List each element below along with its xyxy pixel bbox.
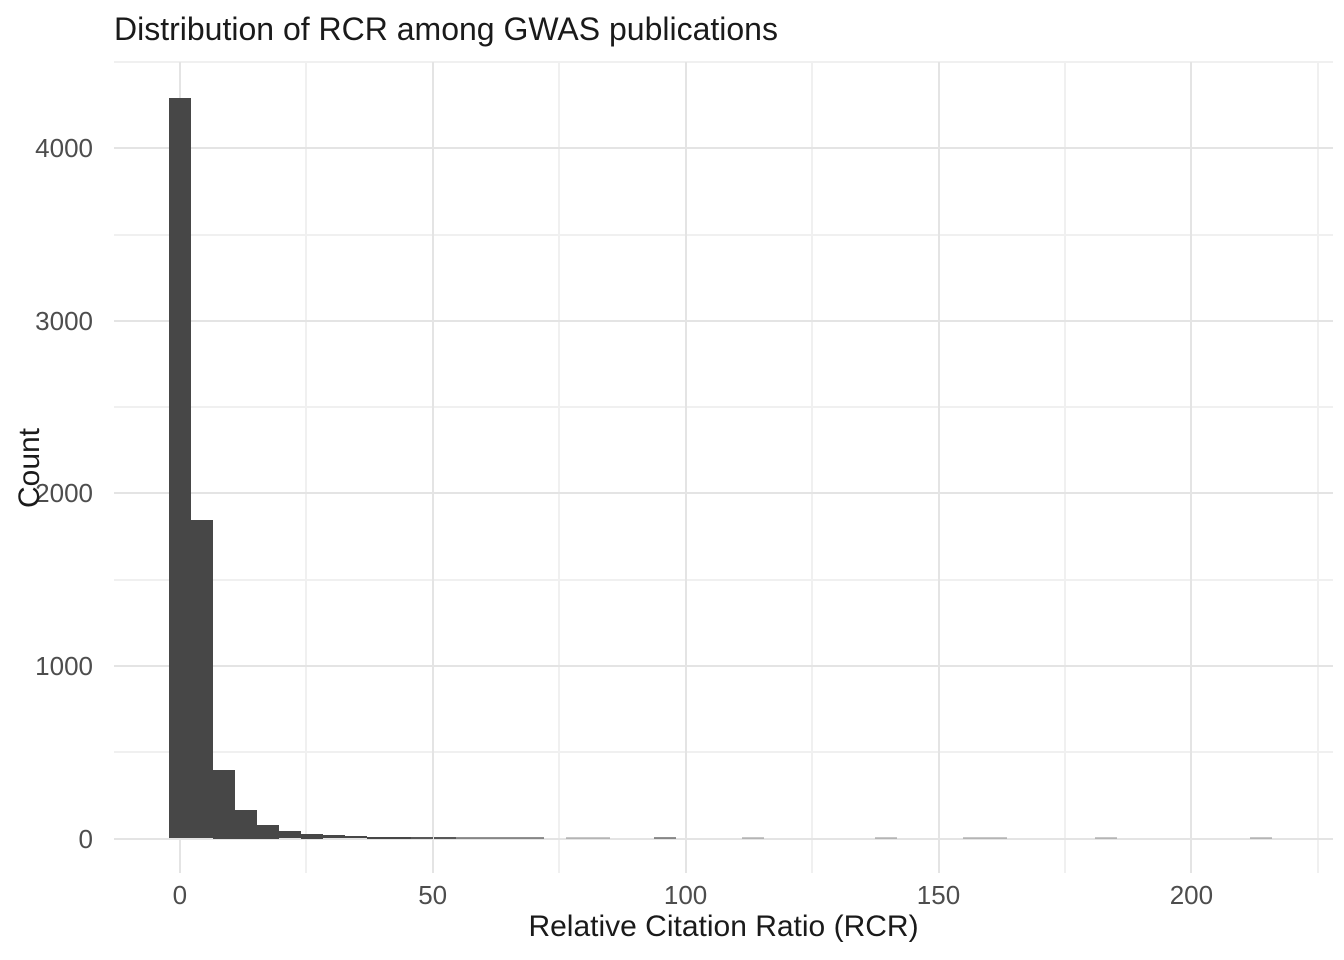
x-minor-gridline	[811, 62, 813, 873]
histogram-bar	[257, 824, 280, 839]
x-tick-label: 200	[1169, 880, 1214, 910]
histogram-bar	[190, 520, 213, 839]
histogram-bar	[168, 98, 191, 839]
y-tick-label: 3000	[35, 305, 93, 336]
y-tick-label: 4000	[35, 133, 93, 164]
x-minor-gridline	[1316, 62, 1319, 873]
histogram-bar	[301, 833, 324, 839]
histogram-bar	[587, 836, 610, 839]
x-tick-label: 50	[418, 880, 448, 910]
histogram-bar	[234, 810, 257, 839]
x-minor-gridline	[558, 62, 561, 873]
histogram-bar	[367, 836, 390, 839]
y-tick-label: 1000	[35, 650, 93, 681]
x-minor-gridline	[1063, 62, 1066, 873]
x-major-gridline	[1190, 62, 1193, 873]
y-major-gridline	[114, 319, 1333, 322]
x-tick-label: 100	[663, 880, 708, 910]
x-major-gridline	[937, 62, 940, 873]
histogram-bar	[323, 835, 346, 839]
histogram-bar	[212, 769, 235, 839]
histogram-bar	[455, 836, 478, 839]
y-minor-gridline	[114, 61, 1333, 63]
y-minor-gridline	[114, 233, 1333, 236]
histogram-bar	[499, 836, 522, 839]
y-major-gridline	[114, 147, 1333, 150]
histogram-bar	[962, 836, 985, 839]
x-major-gridline	[684, 62, 687, 873]
histogram-bar	[345, 836, 368, 839]
histogram-bar	[433, 836, 456, 839]
y-axis-title: Count	[13, 427, 46, 509]
y-minor-gridline	[114, 751, 1333, 754]
histogram-bar	[874, 836, 897, 839]
y-major-gridline	[114, 664, 1333, 667]
histogram-bar	[1095, 836, 1118, 839]
histogram-bar	[984, 836, 1007, 839]
y-tick-label: 0	[78, 823, 93, 854]
x-major-gridline	[431, 62, 434, 873]
histogram-bar	[389, 836, 412, 839]
x-axis-title: Relative Citation Ratio (RCR)	[528, 910, 919, 943]
y-minor-gridline	[114, 578, 1333, 581]
histogram-bar	[279, 830, 302, 839]
histogram-bar	[654, 836, 677, 839]
y-tick-label: 2000	[35, 478, 93, 509]
y-major-gridline	[114, 492, 1333, 495]
x-minor-gridline	[305, 62, 308, 873]
histogram-bar	[477, 836, 500, 839]
histogram-bar	[565, 836, 588, 839]
histogram-bar	[521, 836, 544, 839]
histogram-bar	[1249, 836, 1272, 839]
x-tick-label: 150	[916, 880, 961, 910]
y-major-gridline	[114, 837, 1333, 840]
histogram-bar	[742, 836, 765, 839]
plot-title: Distribution of RCR among GWAS publicati…	[114, 11, 778, 47]
y-minor-gridline	[114, 406, 1333, 409]
x-tick-label: 0	[172, 880, 188, 910]
histogram-bar	[411, 836, 434, 839]
